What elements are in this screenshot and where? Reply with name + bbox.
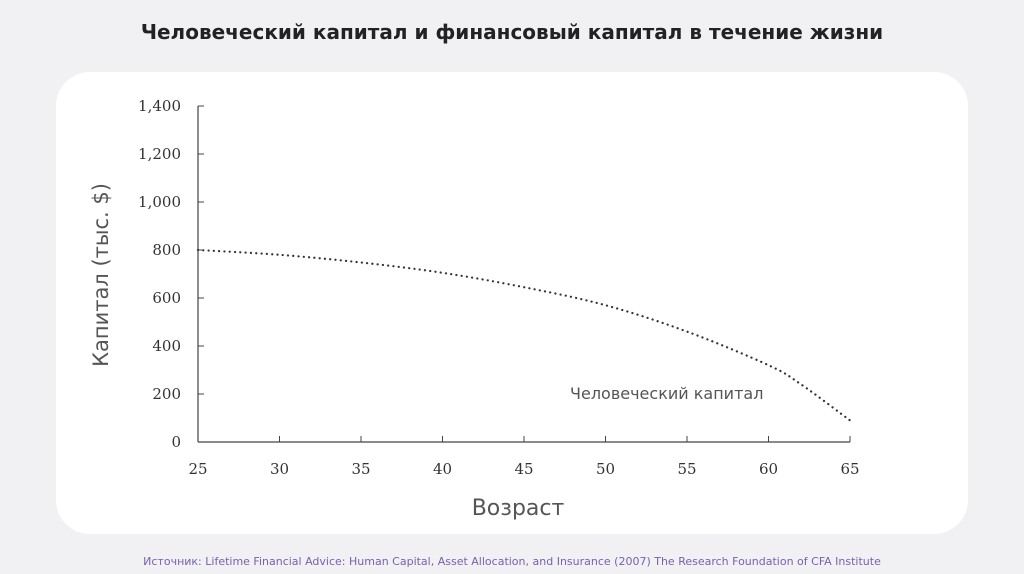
y-tick-label: 800 [152, 241, 181, 259]
y-tick-label: 1,200 [138, 145, 181, 163]
series-line-human-capital [196, 248, 852, 422]
series-layer [196, 248, 852, 422]
x-tick-label: 55 [677, 460, 696, 478]
page-title: Человеческий капитал и финансовый капита… [140, 20, 884, 44]
y-tick-label: 200 [152, 385, 181, 403]
y-tick-label: 600 [152, 289, 181, 307]
y-tick-label: 1,400 [138, 97, 181, 115]
x-tick-label: 65 [840, 460, 859, 478]
x-tick-label: 50 [596, 460, 615, 478]
x-tick-label: 30 [270, 460, 289, 478]
x-axis-title: Возраст [472, 496, 565, 521]
y-tick-label: 0 [171, 433, 181, 451]
ticks: 0 200 400 600 800 1,000 1,200 1,400 25 30 35 40 45 50… [138, 97, 860, 478]
x-tick-label: 40 [433, 460, 452, 478]
x-tick-label: 25 [188, 460, 207, 478]
x-tick-label: 45 [514, 460, 533, 478]
y-tick-label: 400 [152, 337, 181, 355]
x-tick-label: 60 [759, 460, 778, 478]
x-tick-label: 35 [351, 460, 370, 478]
y-axis-title: Капитал (тыс. $) [89, 183, 113, 367]
chart-card [56, 72, 968, 534]
y-tick-label: 1,000 [138, 193, 181, 211]
series-label: Человеческий капитал [570, 384, 763, 403]
source-note: Источник: Lifetime Financial Advice: Hum… [143, 555, 881, 568]
